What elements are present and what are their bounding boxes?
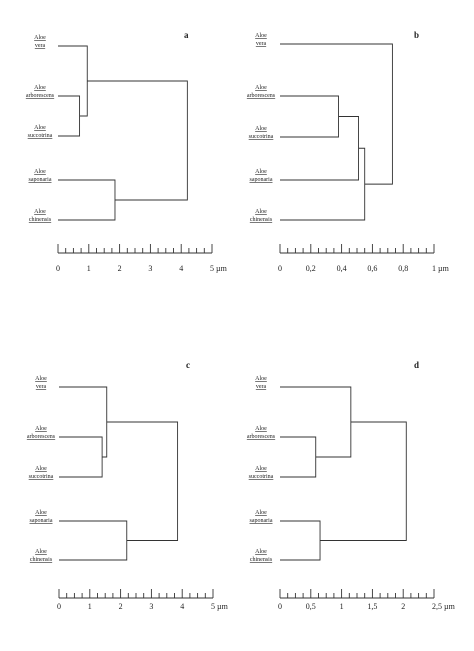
taxon-label-genus: Aloe: [255, 209, 267, 215]
dendrogram-branch: [59, 436, 103, 478]
dendrogram-branch: [320, 421, 407, 541]
taxon-label-species: succotrina: [249, 474, 274, 480]
panel-letter: a: [184, 30, 189, 40]
taxon-label-genus: Aloe: [255, 376, 267, 382]
tick-label: 0,5: [306, 602, 316, 611]
taxon-label-species: chinensis: [250, 217, 273, 223]
dendrogram-branch: [58, 95, 81, 137]
taxon-label-species: chinensis: [29, 217, 52, 223]
taxon-label-species: saponaria: [250, 518, 273, 524]
tick-label: 2: [119, 602, 123, 611]
tick-label: 0: [57, 602, 61, 611]
taxon-label-genus: Aloe: [35, 426, 47, 432]
dendrogram-branch: [87, 80, 188, 201]
taxon-label-genus: Aloe: [255, 126, 267, 132]
scale-axis: 0 0,5 1 1,5 2 2,5 µm: [278, 589, 456, 611]
dendrogram-panel-c: c Aloe vera Aloe arborescens Aloe succotrina Al…: [27, 360, 229, 611]
tick-label: 1: [87, 264, 91, 273]
tick-label: 3: [148, 264, 152, 273]
taxon-label-genus: Aloe: [35, 549, 47, 555]
tick-label: 3: [149, 602, 153, 611]
panel-letter: b: [414, 30, 419, 40]
taxon-label-species: saponaria: [29, 177, 52, 183]
taxon-label-genus: Aloe: [34, 169, 46, 175]
tick-label: 4: [180, 602, 184, 611]
panel-letter: d: [414, 360, 419, 370]
taxon-label-species: saponaria: [30, 518, 53, 524]
tick-label: 0,4: [337, 264, 347, 273]
dendrogram-branch: [58, 179, 116, 221]
dendrogram-panel-b: b Aloe vera Aloe arborescens Aloe succotrina Al…: [247, 30, 450, 273]
tick-label: 1,5: [367, 602, 377, 611]
scale-axis: 0 1 2 3 4 5 µm: [56, 244, 228, 273]
taxon-label-genus: Aloe: [35, 376, 47, 382]
tick-label: 0: [278, 264, 282, 273]
taxon-label-genus: Aloe: [255, 466, 267, 472]
taxon-label-genus: Aloe: [34, 125, 46, 131]
taxon-label-genus: Aloe: [34, 35, 46, 41]
dendrogram-branch: [280, 116, 359, 181]
tick-label: 5 µm: [210, 264, 228, 273]
taxon-label-species: arborescens: [27, 434, 56, 440]
taxon-label-genus: Aloe: [35, 466, 47, 472]
tick-label: 2: [401, 602, 405, 611]
tick-label: 0,2: [306, 264, 316, 273]
dendrogram-panel-d: d Aloe vera Aloe arborescens Aloe succotrina Al…: [247, 360, 456, 611]
taxon-label-species: saponaria: [250, 177, 273, 183]
tick-label: 2: [118, 264, 122, 273]
taxon-label-genus: Aloe: [255, 510, 267, 516]
scale-axis: 0 1 2 3 4 5 µm: [57, 589, 229, 611]
tick-label: 0,8: [398, 264, 408, 273]
dendrogram-branch: [280, 43, 393, 185]
dendrogram-branch: [280, 436, 317, 478]
taxon-label-genus: Aloe: [255, 85, 267, 91]
scale-axis: 0 0,2 0,4 0,6 0,8 1 µm: [278, 244, 450, 273]
taxon-label-species: arborescens: [26, 93, 55, 99]
dendrogram-branch: [59, 520, 128, 561]
tick-label: 0: [278, 602, 282, 611]
dendrogram-branch: [280, 147, 366, 221]
tick-label: 2,5 µm: [432, 602, 456, 611]
tick-label: 4: [179, 264, 183, 273]
dendrogram-panel-a: a Aloe vera Aloe arborescens Aloe succotrina Al…: [26, 30, 228, 273]
taxon-label-species: vera: [36, 384, 47, 390]
taxon-label-species: succotrina: [249, 134, 274, 140]
taxon-label-species: succotrina: [29, 474, 54, 480]
taxon-label-species: arborescens: [247, 434, 276, 440]
dendrogram-branch: [106, 421, 179, 541]
panel-letter: c: [186, 360, 190, 370]
taxon-label-species: vera: [35, 43, 46, 49]
dendrogram-branch: [280, 95, 339, 138]
taxon-label-genus: Aloe: [35, 510, 47, 516]
taxon-label-genus: Aloe: [34, 209, 46, 215]
dendrogram-branch: [58, 45, 88, 117]
taxon-label-species: chinensis: [250, 557, 273, 563]
taxon-label-species: chinensis: [30, 557, 53, 563]
taxon-label-genus: Aloe: [255, 549, 267, 555]
taxon-label-species: vera: [256, 41, 267, 47]
taxon-label-species: succotrina: [28, 133, 53, 139]
tick-label: 1: [340, 602, 344, 611]
taxon-label-genus: Aloe: [255, 426, 267, 432]
taxon-label-species: arborescens: [247, 93, 276, 99]
dendrogram-branch: [280, 520, 321, 561]
tick-label: 0: [56, 264, 60, 273]
taxon-label-species: vera: [256, 384, 267, 390]
tick-label: 1: [88, 602, 92, 611]
tick-label: 1 µm: [432, 264, 450, 273]
taxon-label-genus: Aloe: [34, 85, 46, 91]
taxon-label-genus: Aloe: [255, 33, 267, 39]
tick-label: 5 µm: [211, 602, 229, 611]
dendrogram-branch: [59, 386, 108, 458]
taxon-label-genus: Aloe: [255, 169, 267, 175]
tick-label: 0,6: [367, 264, 377, 273]
